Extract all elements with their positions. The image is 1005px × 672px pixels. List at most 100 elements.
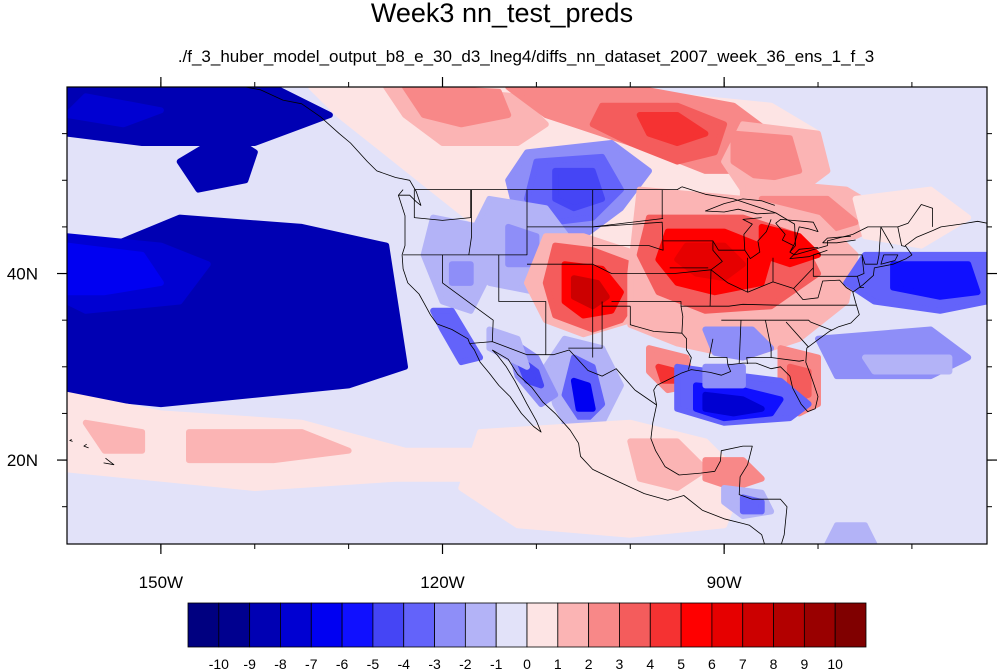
contour-region xyxy=(702,326,775,361)
geo-boundary-line xyxy=(775,218,819,253)
colorbar-tick-label: 2 xyxy=(585,656,593,672)
colorbar-box xyxy=(218,602,251,648)
geo-boundary-line xyxy=(813,226,882,265)
colorbar-box xyxy=(834,602,867,648)
colorbar-tick-label: 8 xyxy=(770,656,778,672)
contour-region xyxy=(67,93,164,128)
colorbar-box xyxy=(434,602,466,648)
colorbar-tick-label: -3 xyxy=(428,656,441,672)
geo-boundary-line xyxy=(568,301,603,349)
colorbar-tick-label: -7 xyxy=(305,656,318,672)
geo-boundary-line xyxy=(527,254,814,293)
colorbar-tick-label: -2 xyxy=(459,656,472,672)
colorbar-box xyxy=(803,602,836,648)
geo-boundary-line xyxy=(793,279,854,301)
colorbar-box xyxy=(680,602,713,648)
colorbar-tick-label: -5 xyxy=(367,656,380,672)
geo-boundary-line xyxy=(785,321,809,348)
colorbar-box xyxy=(526,602,559,648)
geo-boundary-line xyxy=(629,306,692,370)
x-tick-label: 90W xyxy=(707,573,742,592)
x-tick-label: 120W xyxy=(420,573,464,592)
contour-region xyxy=(82,419,146,454)
geo-boundary-line xyxy=(83,443,89,449)
geo-boundary-line xyxy=(709,240,723,307)
geo-boundary-line xyxy=(498,254,547,355)
contour-region xyxy=(739,494,765,515)
geo-boundary-line xyxy=(469,341,657,406)
colorbar: -10 -9 -8 -7 -6 -5 -4 -3 -2 -1 0 1 2 3 4 5 6 7 8 9 10 xyxy=(187,602,867,672)
contour-region xyxy=(702,391,765,417)
geo-boundary-line xyxy=(880,254,899,265)
filled-contour-field xyxy=(67,87,987,544)
geo-boundary-line xyxy=(69,439,73,442)
colorbar-tick-label: -1 xyxy=(490,656,503,672)
colorbar-labels: -10 -9 -8 -7 -6 -5 -4 -3 -2 -1 0 1 2 3 4 5 6 7 8 9 10 xyxy=(209,656,843,672)
contour-region xyxy=(674,242,746,282)
contour-region xyxy=(448,261,474,286)
colorbar-box xyxy=(464,602,497,648)
geo-boundary-line xyxy=(468,189,473,255)
geo-boundary-line xyxy=(653,220,987,413)
colorbar-box xyxy=(588,602,620,648)
contour-region xyxy=(505,223,540,268)
contour-region xyxy=(824,522,878,544)
colorbar-tick-label: -10 xyxy=(209,656,229,672)
geo-boundary-line xyxy=(742,217,772,260)
geo-boundary-line xyxy=(738,320,742,364)
colorbar-box xyxy=(557,602,590,648)
colorbar-box xyxy=(341,602,374,648)
geo-boundary-line xyxy=(822,235,856,244)
geo-boundary-line xyxy=(103,457,115,466)
geo-boundary-line xyxy=(592,221,664,251)
geo-boundary-line xyxy=(681,186,933,256)
contour-region xyxy=(570,275,610,310)
colorbar-tick-label: 5 xyxy=(677,656,685,672)
map-subtitle: ./f_3_huber_model_output_b8_e_30_d3_lneg… xyxy=(178,47,874,66)
geo-boundary-line xyxy=(771,357,804,362)
y-tick-label: 40N xyxy=(7,265,38,284)
colorbar-box xyxy=(711,602,744,648)
geo-boundary-line xyxy=(705,198,776,215)
colorbar-box xyxy=(495,602,528,648)
x-tick-label: 150W xyxy=(139,573,183,592)
geo-boundary-line xyxy=(663,240,745,251)
colorbar-box xyxy=(187,602,220,648)
colorbar-tick-label: 1 xyxy=(554,656,562,672)
contour-region xyxy=(890,261,981,300)
geo-boundary-line xyxy=(857,276,864,288)
contour-region xyxy=(730,130,803,184)
geo-boundary-line xyxy=(680,306,684,334)
geo-boundary-line xyxy=(413,189,472,221)
contour-region xyxy=(758,223,821,268)
geo-boundary-line xyxy=(245,87,422,206)
contour-region xyxy=(862,354,953,375)
colorbar-tick-label: 7 xyxy=(739,656,747,672)
colorbar-tick-label: 10 xyxy=(827,656,843,672)
plot-frame xyxy=(66,86,988,545)
colorbar-box xyxy=(649,602,682,648)
geo-boundary-line xyxy=(611,301,857,307)
plot-area: 150W 120W 90W 20N 40N xyxy=(7,77,997,592)
geo-boundary-line xyxy=(492,349,703,511)
colorbar-boxes xyxy=(187,602,867,648)
geo-boundary-line xyxy=(650,404,788,544)
axis-tick-labels: 150W 120W 90W 20N 40N xyxy=(7,265,742,592)
contour-region xyxy=(317,233,361,268)
contour-region xyxy=(702,363,746,389)
geo-boundary-line xyxy=(414,186,683,191)
colorbar-tick-label: -9 xyxy=(243,656,256,672)
contour-region xyxy=(402,87,512,128)
contour-region xyxy=(430,307,484,366)
contour-region xyxy=(636,112,709,146)
axis-ticks xyxy=(57,77,997,554)
contour-region xyxy=(67,87,333,146)
colorbar-tick-label: -8 xyxy=(274,656,287,672)
colorbar-box xyxy=(372,602,405,648)
colorbar-tick-label: 4 xyxy=(646,656,654,672)
contour-region xyxy=(458,419,746,538)
geo-boundary-line xyxy=(397,189,471,344)
geo-boundary-line xyxy=(469,343,542,433)
colorbar-box xyxy=(619,602,651,648)
geo-boundary-line xyxy=(708,338,729,365)
